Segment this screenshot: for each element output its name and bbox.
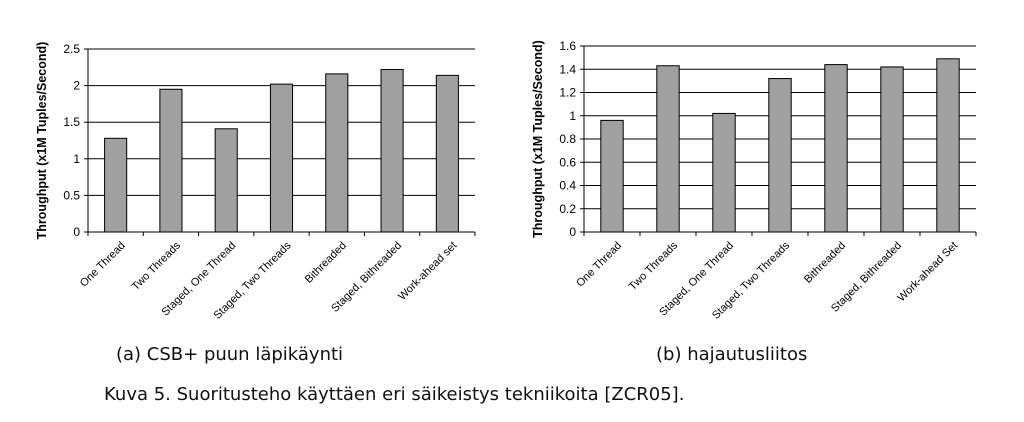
chart-a-category-label: Work-ahead set (396, 240, 459, 303)
chart-b-bar (600, 119, 624, 233)
chart-b-ytick-label: 1.4 (559, 62, 576, 76)
chart-b-ytick-label: 0 (569, 225, 576, 239)
chart-a-ytick-label: 1 (73, 152, 80, 166)
chart-a-bar (214, 128, 238, 233)
chart-a-category-label: Bithreaded (303, 240, 349, 286)
chart-a-ylabel: Throughput (x1M Tuples/Second) (35, 42, 49, 240)
chart-b-ytick-label: 1 (569, 109, 576, 123)
chart-b-ytick-label: 0.4 (559, 179, 576, 193)
chart-b-bar (824, 64, 848, 233)
chart-a-caption: (a) CSB+ puun läpikäynti (116, 344, 344, 365)
chart-a-ytick-label: 1.5 (63, 115, 80, 129)
chart-b-ytick-label: 0.6 (559, 155, 576, 169)
chart-b-category-label: One Thread (574, 240, 624, 290)
chart-b-ytick-label: 1.6 (559, 39, 576, 53)
chart-a-bar (104, 137, 128, 233)
chart-b-bar (712, 112, 736, 233)
chart-b-ytick-label: 1.2 (559, 86, 576, 100)
chart-b-bar (880, 66, 904, 233)
chart-b-bar (936, 58, 960, 233)
figure-caption: Kuva 5. Suoritusteho käyttäen eri säikei… (104, 384, 685, 405)
chart-b-bar (768, 78, 792, 233)
chart-b-bar (656, 65, 680, 233)
chart-a-bar (435, 74, 459, 233)
chart-b-category-label: Two Threads (627, 239, 681, 293)
chart-a-ytick-label: 2.5 (63, 42, 80, 56)
chart-b-category-label: Bithreaded (802, 240, 848, 286)
chart-a-ytick-label: 0 (73, 225, 80, 239)
chart-a-bar (159, 88, 183, 233)
chart-a-bar (269, 83, 294, 233)
chart-b-ylabel: Throughput (x1M Tuples/Second) (531, 40, 545, 238)
chart-a-bar (380, 68, 404, 233)
chart-b: 0 0.2 0.4 0.6 0.8 1 1.2 1.4 1.6 One Thread Two Thr… (531, 39, 977, 322)
chart-b-ytick-label: 0.2 (559, 202, 576, 216)
chart-b-caption: (b) hajautusliitos (656, 344, 808, 365)
chart-a-ytick-label: 2 (73, 79, 80, 93)
chart-b-category-label: Work-ahead Set (896, 240, 961, 305)
chart-a-bar (325, 73, 349, 233)
chart-b-ytick-label: 0.8 (559, 132, 576, 146)
chart-a-category-label: Two Threads (130, 239, 184, 293)
chart-a-category-label: One Thread (78, 240, 128, 290)
chart-a-ytick-label: 0.5 (63, 188, 80, 202)
